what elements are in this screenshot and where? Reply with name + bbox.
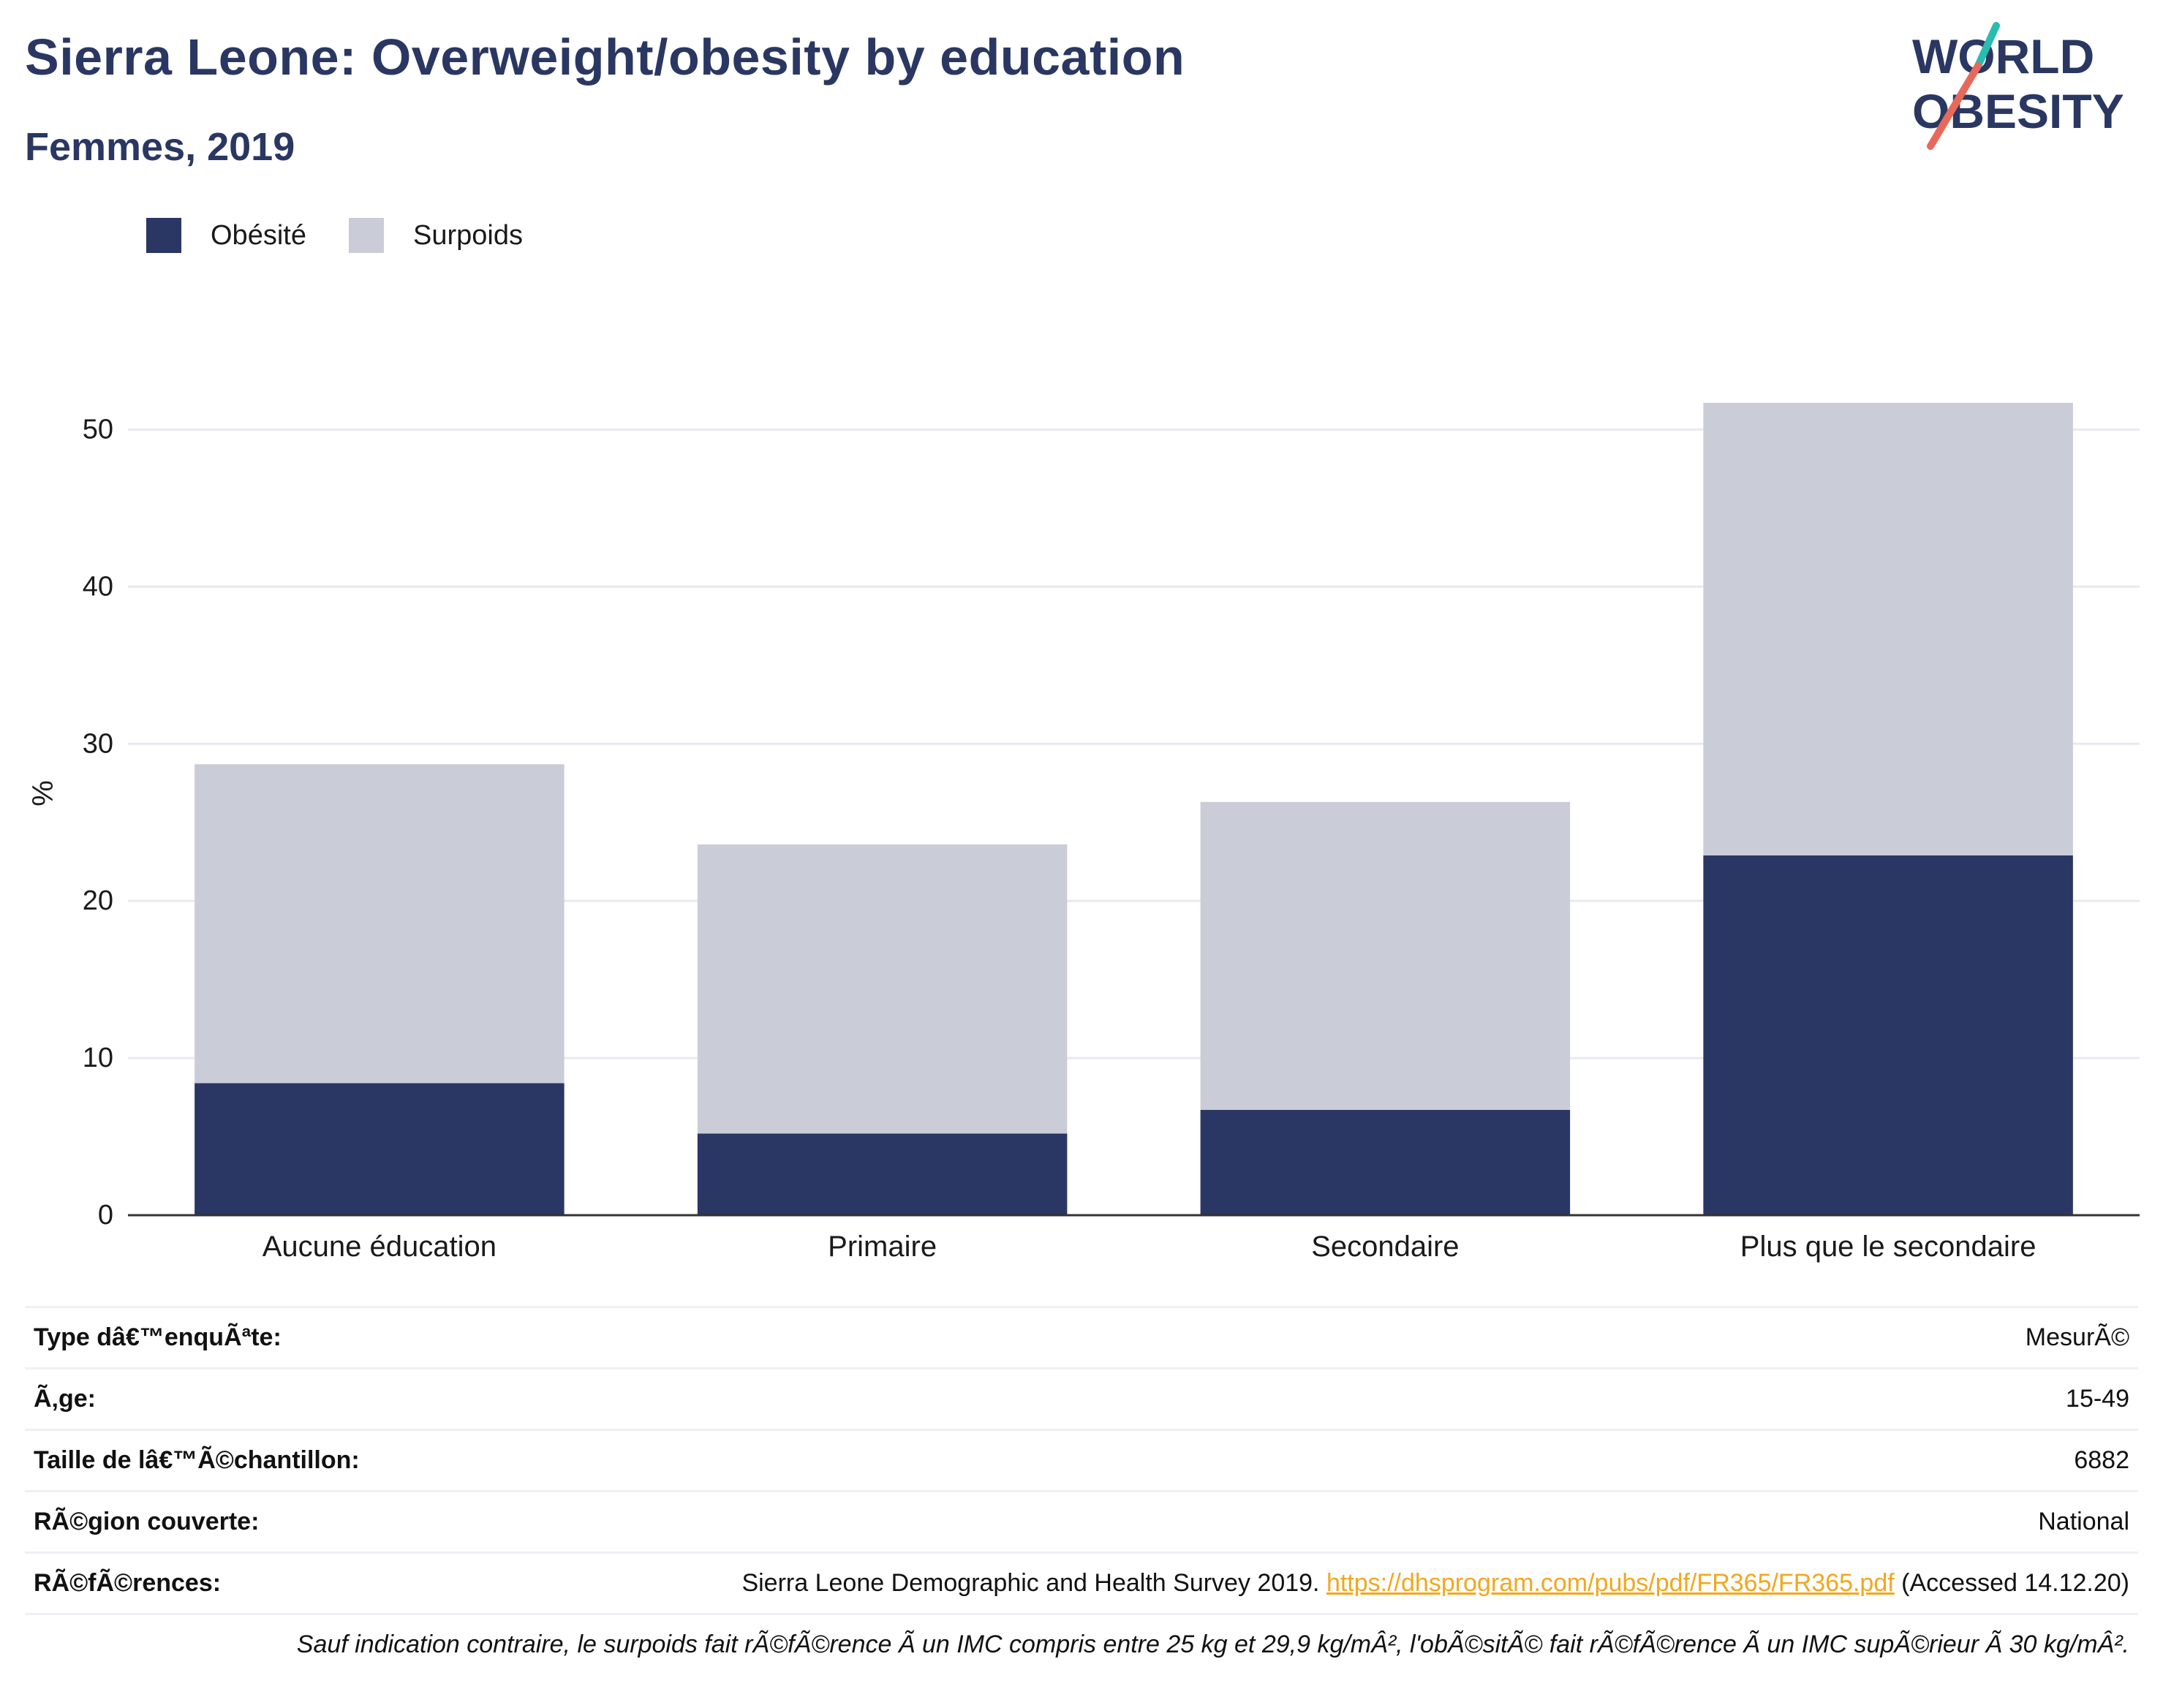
y-tick-label: 50 bbox=[83, 414, 113, 445]
info-table: Type dâ€™enquÃªte: MesurÃ© Ã‚ge: 15-49 T… bbox=[25, 1306, 2138, 1674]
y-tick-label: 20 bbox=[83, 885, 113, 916]
chart-title: Sierra Leone: Overweight/obesity by educ… bbox=[25, 29, 1185, 86]
legend-swatch-overweight bbox=[348, 218, 384, 253]
y-axis-label: % bbox=[27, 780, 59, 806]
x-tick-label: Aucune éducation bbox=[263, 1231, 497, 1263]
references-label: RÃ©fÃ©rences: bbox=[34, 1569, 222, 1597]
y-tick-label: 40 bbox=[83, 571, 113, 602]
references-accessed: (Accessed 14.12.20) bbox=[1901, 1569, 2129, 1597]
region-label: RÃ©gion couverte: bbox=[34, 1508, 260, 1535]
bar-overweight bbox=[1200, 801, 1571, 1111]
legend: Obésité Surpoids bbox=[146, 218, 565, 253]
footnote: Sauf indication contraire, le surpoids f… bbox=[296, 1630, 2129, 1658]
bar-obesity bbox=[697, 1133, 1068, 1215]
x-tick-label: Primaire bbox=[828, 1231, 937, 1263]
info-row-survey-type: Type dâ€™enquÃªte: MesurÃ© bbox=[25, 1306, 2138, 1367]
age-value: 15-49 bbox=[2066, 1385, 2129, 1413]
survey-type-label: Type dâ€™enquÃªte: bbox=[34, 1323, 282, 1351]
info-row-region: RÃ©gion couverte: National bbox=[25, 1490, 2138, 1552]
legend-item-overweight[interactable]: Surpoids bbox=[348, 218, 523, 253]
sample-label: Taille de lâ€™Ã©chantillon: bbox=[34, 1446, 360, 1474]
legend-label-obesity: Obésité bbox=[211, 219, 306, 251]
bar-chart: 0 10 20 30 40 50% Aucune éducation Primaire Seco… bbox=[27, 402, 2140, 1263]
x-tick-label: Plus que le secondaire bbox=[1740, 1231, 2036, 1263]
y-tick-label: 0 bbox=[98, 1200, 113, 1231]
age-label: Ã‚ge: bbox=[34, 1385, 96, 1413]
references-link[interactable]: https://dhsprogram.com/pubs/pdf/FR365/FR… bbox=[1326, 1569, 1895, 1597]
info-row-age: Ã‚ge: 15-49 bbox=[25, 1367, 2138, 1429]
bar-overweight bbox=[697, 844, 1068, 1134]
logo-line1: WORLD bbox=[1912, 29, 2094, 83]
references-text: Sierra Leone Demographic and Health Surv… bbox=[741, 1569, 1320, 1597]
x-tick-label: Secondaire bbox=[1311, 1231, 1459, 1263]
sample-value: 6882 bbox=[2074, 1446, 2129, 1474]
chart-subtitle: Femmes, 2019 bbox=[25, 125, 295, 169]
bar-obesity bbox=[195, 1083, 565, 1215]
info-row-sample: Taille de lâ€™Ã©chantillon: 6882 bbox=[25, 1429, 2138, 1490]
bar-obesity bbox=[1703, 855, 2073, 1215]
logo-slash-red bbox=[1927, 62, 1982, 150]
legend-swatch-obesity bbox=[146, 218, 181, 253]
info-row-references: RÃ©fÃ©rences: Sierra Leone Demographic a… bbox=[25, 1552, 2138, 1615]
world-obesity-logo: WORLD OBESITY bbox=[1912, 22, 2124, 150]
bar-overweight bbox=[195, 764, 565, 1084]
survey-type-value: MesurÃ© bbox=[2025, 1323, 2129, 1351]
y-tick-label: 10 bbox=[83, 1043, 113, 1073]
legend-item-obesity[interactable]: Obésité bbox=[146, 218, 306, 253]
references-value: Sierra Leone Demographic and Health Surv… bbox=[741, 1569, 2138, 1598]
bar-overweight bbox=[1703, 402, 2073, 855]
y-tick-label: 30 bbox=[83, 728, 113, 759]
region-value: National bbox=[2038, 1508, 2129, 1535]
logo-slash-teal bbox=[1974, 22, 2000, 69]
bar-obesity bbox=[1200, 1110, 1571, 1215]
legend-label-overweight: Surpoids bbox=[412, 219, 523, 251]
